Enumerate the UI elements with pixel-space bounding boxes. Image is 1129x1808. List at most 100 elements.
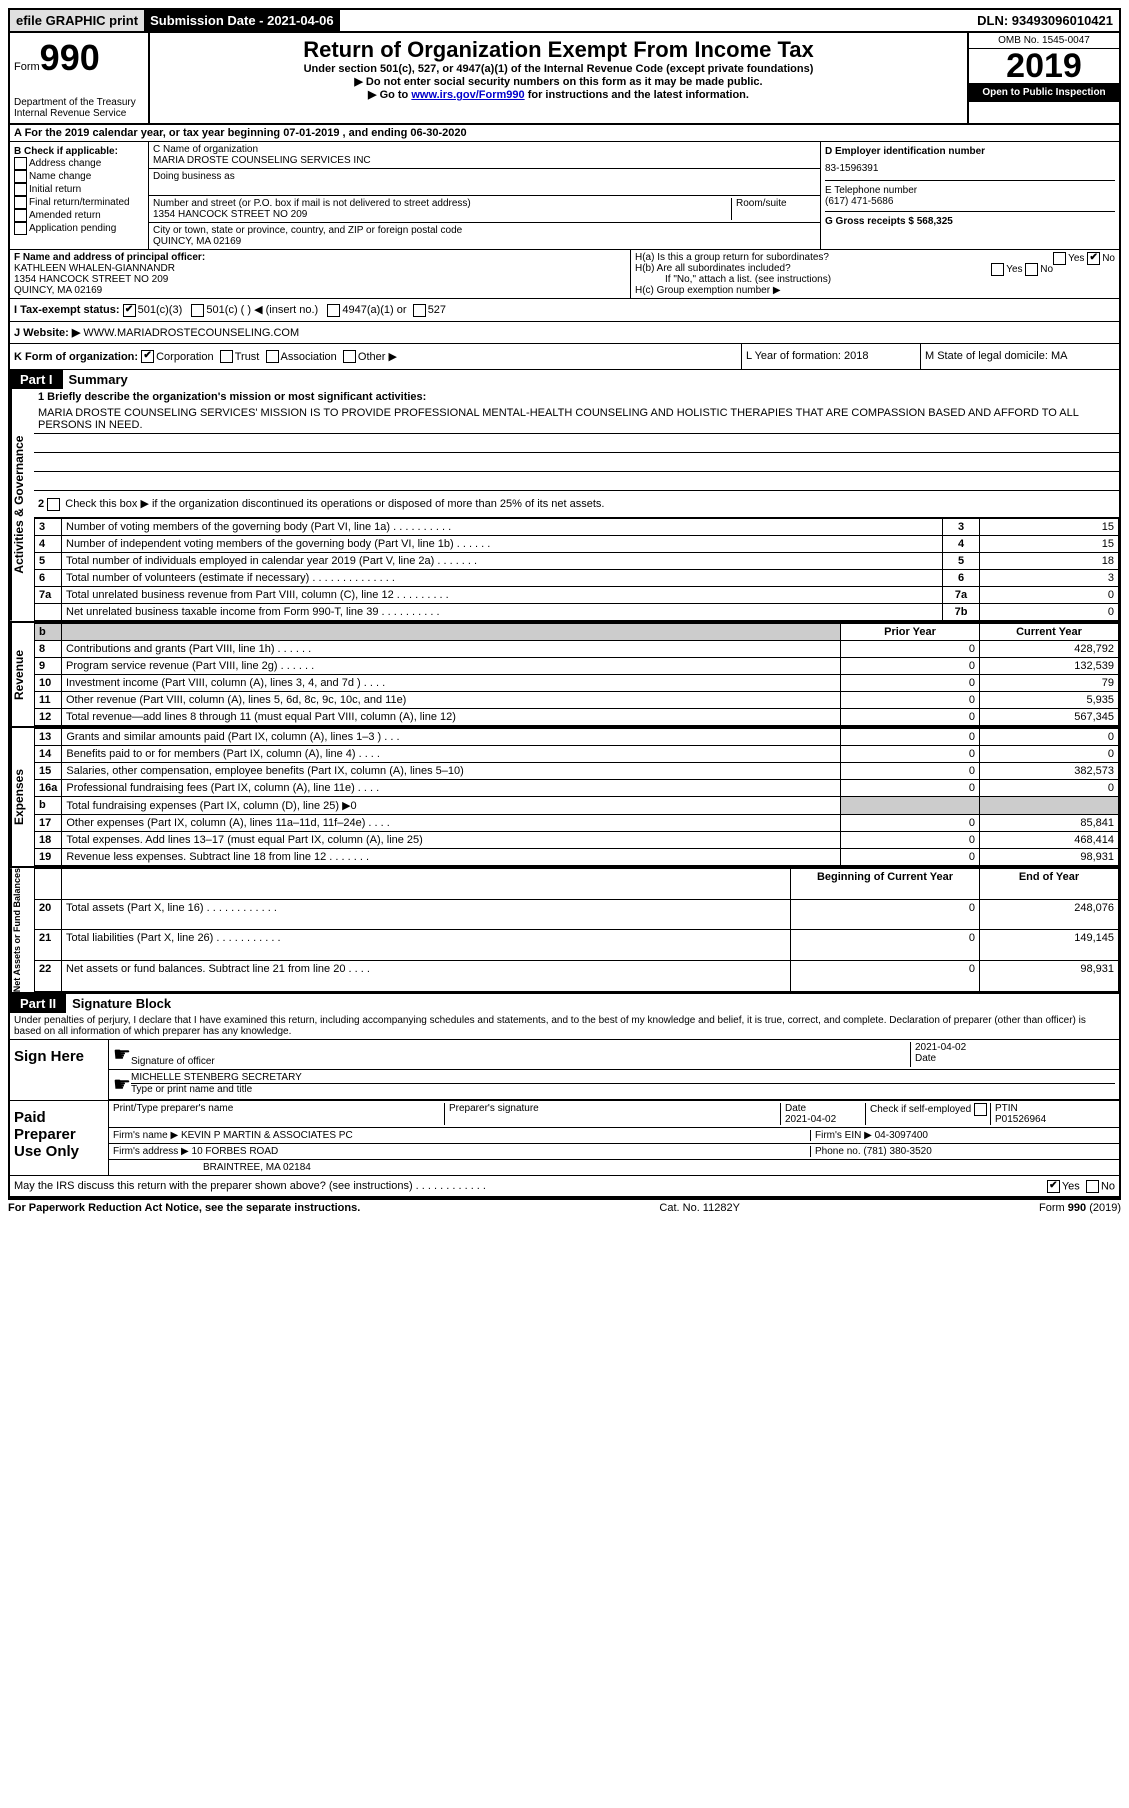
- checkbox-icon[interactable]: [14, 183, 27, 196]
- mission-text: MARIA DROSTE COUNSELING SERVICES' MISSIO…: [34, 405, 1119, 434]
- declaration: Under penalties of perjury, I declare th…: [10, 1013, 1119, 1040]
- b-item: Final return/terminated: [14, 196, 144, 209]
- ha-label: H(a) Is this a group return for subordin…: [635, 252, 829, 263]
- sub3-post: for instructions and the latest informat…: [525, 89, 749, 101]
- checkbox-icon[interactable]: [343, 350, 356, 363]
- instructions-link[interactable]: www.irs.gov/Form990: [411, 89, 524, 101]
- form-990: efile GRAPHIC print Submission Date - 20…: [8, 8, 1121, 1200]
- b-item: Name change: [14, 170, 144, 183]
- checkbox-icon[interactable]: [47, 498, 60, 511]
- col-h: H(a) Is this a group return for subordin…: [631, 250, 1119, 298]
- room-label: Room/suite: [732, 198, 816, 220]
- row-i: I Tax-exempt status: 501(c)(3) 501(c) ( …: [10, 299, 1119, 322]
- pt-date: 2021-04-02: [785, 1114, 865, 1125]
- k-label: K Form of organization:: [14, 351, 138, 363]
- header-mid: Return of Organization Exempt From Incom…: [150, 33, 967, 123]
- checkbox-icon[interactable]: [14, 209, 27, 222]
- checkbox-icon[interactable]: [220, 350, 233, 363]
- city-state-zip: QUINCY, MA 02169: [153, 236, 816, 247]
- col-d: D Employer identification number 83-1596…: [821, 142, 1119, 249]
- hc-label: H(c) Group exemption number ▶: [635, 285, 1115, 296]
- checkbox-icon[interactable]: [327, 304, 340, 317]
- net-assets-table: Beginning of Current YearEnd of Year 20T…: [34, 868, 1119, 992]
- checkbox-icon[interactable]: [991, 263, 1004, 276]
- subtitle-2: ▶ Do not enter social security numbers o…: [154, 75, 963, 88]
- form-title: Return of Organization Exempt From Incom…: [154, 37, 963, 63]
- checkbox-icon[interactable]: [1047, 1180, 1060, 1193]
- subtitle-1: Under section 501(c), 527, or 4947(a)(1)…: [154, 63, 963, 75]
- checkbox-icon[interactable]: [1087, 252, 1100, 265]
- checkbox-icon[interactable]: [123, 304, 136, 317]
- checkbox-icon[interactable]: [974, 1103, 987, 1116]
- pt-sig-lbl: Preparer's signature: [445, 1103, 781, 1125]
- sig-date-lbl: Date: [915, 1053, 1115, 1064]
- checkbox-icon[interactable]: [14, 157, 27, 170]
- side-label: Revenue: [10, 623, 34, 726]
- f-label: F Name and address of principal officer:: [14, 252, 626, 263]
- checkbox-icon[interactable]: [1053, 252, 1066, 265]
- city-label: City or town, state or province, country…: [153, 225, 816, 236]
- b-item: Application pending: [14, 222, 144, 235]
- checkbox-icon[interactable]: [266, 350, 279, 363]
- checkbox-icon[interactable]: [14, 170, 27, 183]
- form-word: Form: [14, 61, 40, 73]
- col-c: C Name of organization MARIA DROSTE COUN…: [149, 142, 821, 249]
- gov-table: 3Number of voting members of the governi…: [34, 518, 1119, 621]
- firm-addr2: BRAINTREE, MA 02184: [113, 1162, 1115, 1173]
- hb-label: H(b) Are all subordinates included?: [635, 263, 791, 274]
- row-fh: F Name and address of principal officer:…: [10, 250, 1119, 299]
- blank-line: [34, 453, 1119, 472]
- b-header: B Check if applicable:: [14, 146, 144, 157]
- checkbox-icon[interactable]: [413, 304, 426, 317]
- b-item: Amended return: [14, 209, 144, 222]
- ptin: P01526964: [995, 1114, 1115, 1125]
- section-bcd: B Check if applicable: Address change Na…: [10, 142, 1119, 250]
- subtitle-3: ▶ Go to www.irs.gov/Form990 for instruct…: [154, 88, 963, 101]
- firm-phone: (781) 380-3520: [863, 1146, 931, 1157]
- dba-label: Doing business as: [153, 171, 816, 182]
- part-title: Signature Block: [66, 994, 1119, 1013]
- i-label: I Tax-exempt status:: [14, 304, 120, 316]
- sign-here-row: Sign Here ☛Signature of officer2021-04-0…: [10, 1040, 1119, 1101]
- officer-addr2: QUINCY, MA 02169: [14, 285, 626, 296]
- firm-ein: 04-3097400: [875, 1130, 928, 1141]
- blank-line: [34, 434, 1119, 453]
- officer-name: KATHLEEN WHALEN-GIANNANDR: [14, 263, 626, 274]
- checkbox-icon[interactable]: [191, 304, 204, 317]
- e-label: E Telephone number: [825, 180, 1115, 196]
- checkbox-icon[interactable]: [1025, 263, 1038, 276]
- revenue-section: Revenue bPrior YearCurrent Year 8Contrib…: [10, 623, 1119, 728]
- org-name: MARIA DROSTE COUNSELING SERVICES INC: [153, 155, 816, 166]
- row-a: A For the 2019 calendar year, or tax yea…: [10, 125, 1119, 142]
- firm-addr1: 10 FORBES ROAD: [192, 1146, 279, 1157]
- row-klm: K Form of organization: Corporation Trus…: [10, 344, 1119, 371]
- irs: Internal Revenue Service: [14, 108, 144, 119]
- part-2-header: Part II Signature Block: [10, 994, 1119, 1013]
- paid-preparer-row: Paid Preparer Use Only Print/Type prepar…: [10, 1101, 1119, 1176]
- firm-name: KEVIN P MARTIN & ASSOCIATES PC: [181, 1130, 353, 1141]
- dln: DLN: 93493096010421: [971, 10, 1119, 31]
- officer-addr1: 1354 HANCOCK STREET NO 209: [14, 274, 626, 285]
- activities-governance: Activities & Governance 1 Briefly descri…: [10, 389, 1119, 623]
- telephone: (617) 471-5686: [825, 196, 1115, 207]
- checkbox-icon[interactable]: [14, 222, 27, 235]
- checkbox-icon[interactable]: [14, 196, 27, 209]
- side-label: Activities & Governance: [10, 389, 34, 621]
- sig-date-val: 2021-04-02: [915, 1042, 1115, 1053]
- sub3-pre: ▶ Go to: [368, 89, 411, 101]
- ptin-lbl: PTIN: [995, 1103, 1115, 1114]
- tax-year: 2019: [969, 49, 1119, 83]
- footer-right: Form 990 (2019): [1039, 1202, 1121, 1214]
- footer-center: Cat. No. 11282Y: [360, 1202, 1039, 1214]
- efile-label[interactable]: efile GRAPHIC print: [10, 10, 144, 31]
- checkbox-icon[interactable]: [1086, 1180, 1099, 1193]
- c-name-label: C Name of organization: [153, 144, 816, 155]
- submission-date: Submission Date - 2021-04-06: [144, 10, 340, 31]
- side-label: Net Assets or Fund Balances: [10, 868, 34, 992]
- dept: Department of the Treasury: [14, 97, 144, 108]
- col-b: B Check if applicable: Address change Na…: [10, 142, 149, 249]
- paid-preparer-label: Paid Preparer Use Only: [10, 1101, 109, 1175]
- header-right: OMB No. 1545-0047 2019 Open to Public In…: [967, 33, 1119, 123]
- b-item: Address change: [14, 157, 144, 170]
- checkbox-icon[interactable]: [141, 350, 154, 363]
